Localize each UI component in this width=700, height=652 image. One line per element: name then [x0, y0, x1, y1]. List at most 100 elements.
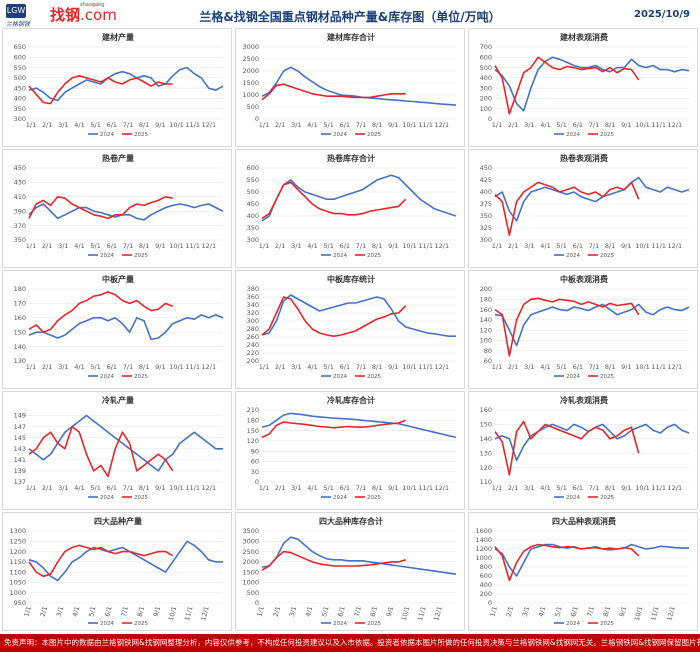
y-tick-label: 145 — [14, 434, 26, 442]
x-tick-label: 5/1 — [323, 484, 333, 492]
x-tick-label: 8/1 — [372, 242, 382, 250]
y-tick-label: 360 — [247, 293, 259, 301]
y-tick-label: 1200 — [475, 545, 492, 553]
y-tick-label: 130 — [480, 449, 492, 457]
y-tick-label: 390 — [14, 207, 26, 215]
chart-title: 四大品种库存合计 — [319, 516, 383, 526]
x-tick-label: 1/1 — [255, 605, 265, 617]
y-tick-label: 3000 — [242, 43, 259, 51]
x-tick-label: 10/1 — [402, 242, 417, 250]
series-line-2025 — [28, 291, 173, 334]
x-tick-label: 8/1 — [372, 121, 382, 129]
x-tick-label: 11/1 — [185, 242, 200, 250]
y-tick-label: 340 — [247, 301, 259, 309]
x-tick-label: 1/1 — [492, 121, 502, 129]
series-line-2024 — [28, 203, 224, 221]
y-tick-label: 370 — [14, 222, 26, 230]
x-tick-label: 8/1 — [602, 605, 612, 617]
x-tick-label: 10/1 — [169, 121, 184, 129]
x-tick-label: 10/1 — [635, 121, 650, 129]
x-tick-label: 9/1 — [618, 605, 628, 617]
y-tick-label: 80 — [484, 347, 492, 355]
x-tick-label: 9/1 — [388, 242, 398, 250]
x-tick-label: 10/1 — [400, 605, 412, 621]
y-tick-label: 2000 — [242, 558, 259, 566]
lange-logo-text: 兰格钢铁 — [6, 21, 31, 28]
y-tick-label: 300 — [14, 115, 26, 123]
chart-title: 冷轧表观消费 — [560, 395, 608, 405]
x-tick-label: 4/1 — [540, 363, 550, 371]
y-tick-label: 0 — [255, 115, 259, 123]
chart-panel-11: 冷轧库存合计 0 30 60 90 120 150 180 210 1/1 2/1 3/1 4/1 5/1… — [235, 391, 465, 510]
chart-svg: 建材库存合计 0 500 1000 1500 2000 2500 3000 1/1 2/1 3/1 4… — [242, 32, 457, 138]
x-tick-label: 3/1 — [58, 363, 68, 371]
legend-label: 2024 — [566, 621, 580, 627]
chart-panel-13: 四大品种产量 950 1000 1050 1100 1150 1200 1250 1300 1/1… — [2, 512, 232, 631]
x-tick-label: 1/1 — [492, 484, 502, 492]
x-tick-label: 8/1 — [605, 363, 615, 371]
x-tick-label: 12/1 — [668, 484, 683, 492]
y-tick-label: 500 — [247, 589, 259, 597]
x-tick-label: 6/1 — [573, 363, 583, 371]
y-tick-label: 120 — [247, 437, 259, 445]
x-tick-label: 12/1 — [668, 121, 683, 129]
x-tick-label: 8/1 — [139, 484, 149, 492]
series-line-2024 — [28, 414, 223, 472]
x-tick-label: 9/1 — [155, 242, 165, 250]
y-tick-label: 1000 — [475, 554, 492, 562]
y-tick-label: 300 — [480, 236, 492, 244]
x-tick-label: 12/1 — [199, 605, 211, 621]
x-tick-label: 3/1 — [58, 121, 68, 129]
x-tick-label: 5/1 — [320, 605, 330, 617]
x-tick-label: 3/1 — [291, 242, 301, 250]
y-tick-label: 147 — [14, 423, 26, 431]
zhaogang-logo-brand: 找钢 — [50, 6, 81, 24]
chart-title: 冷轧库存合计 — [327, 395, 375, 405]
chart-panel-6: 热卷表观消费 300 325 350 375 400 425 450 1/1 2/1 3/1 4/1 5… — [468, 149, 698, 268]
x-tick-label: 6/1 — [107, 121, 117, 129]
legend-label: 2024 — [333, 374, 347, 380]
y-tick-label: 450 — [247, 200, 259, 208]
x-tick-label: 11/1 — [418, 242, 433, 250]
series-line-2025 — [261, 296, 407, 337]
chart-panel-3: 建材表观消费 0 100 200 300 400 500 600 700 1/1 2/1 3/1 4/1… — [468, 28, 698, 147]
y-tick-label: 100 — [480, 105, 492, 113]
x-tick-label: 9/1 — [621, 121, 631, 129]
y-tick-label: 375 — [480, 200, 492, 208]
x-tick-label: 11/1 — [416, 605, 428, 621]
chart-panel-9: 中板表观消费 60 80 100 120 140 160 180 200 1/1 2/1 3/1 4/1… — [468, 270, 698, 389]
series-line-2025 — [261, 550, 406, 571]
legend-label: 2025 — [367, 253, 381, 259]
x-tick-label: 2/1 — [508, 121, 518, 129]
y-tick-label: 600 — [14, 53, 26, 61]
y-tick-label: 210 — [247, 406, 259, 414]
x-tick-label: 6/1 — [340, 484, 350, 492]
chart-svg: 建材产量 300 350 400 450 500 550 600 650 1/1 2/1 3/1 4/1… — [14, 32, 224, 138]
chart-svg: 冷轧库存合计 0 30 60 90 120 150 180 210 1/1 2/1 3/1 4/1 5/1… — [247, 395, 457, 501]
y-tick-label: 160 — [480, 406, 492, 414]
y-tick-label: 320 — [247, 309, 259, 317]
x-tick-label: 8/1 — [605, 242, 615, 250]
y-tick-label: 380 — [247, 285, 259, 293]
y-tick-label: 200 — [480, 590, 492, 598]
disclaimer-bar: 免责声明：本图片中的数据由兰格钢铁网&找钢网整理分析，内容仅供参考，不构成任何投… — [0, 634, 700, 652]
x-tick-label: 7/1 — [356, 121, 366, 129]
x-tick-label: 9/1 — [155, 121, 165, 129]
x-tick-label: 4/1 — [307, 363, 317, 371]
y-tick-label: 150 — [480, 421, 492, 429]
y-tick-label: 1200 — [9, 548, 26, 556]
series-line-2024 — [261, 412, 457, 439]
x-tick-label: 1/1 — [488, 605, 498, 617]
x-tick-label: 5/1 — [90, 242, 100, 250]
y-tick-label: 550 — [247, 176, 259, 184]
x-tick-label: 6/1 — [107, 363, 117, 371]
y-tick-label: 137 — [14, 478, 26, 486]
series-line-2025 — [28, 195, 173, 220]
x-tick-label: 11/1 — [183, 605, 195, 621]
x-tick-label: 3/1 — [524, 242, 534, 250]
y-tick-label: 450 — [14, 84, 26, 92]
x-tick-label: 4/1 — [540, 484, 550, 492]
x-tick-label: 2/1 — [508, 242, 518, 250]
x-tick-label: 2/1 — [508, 363, 518, 371]
